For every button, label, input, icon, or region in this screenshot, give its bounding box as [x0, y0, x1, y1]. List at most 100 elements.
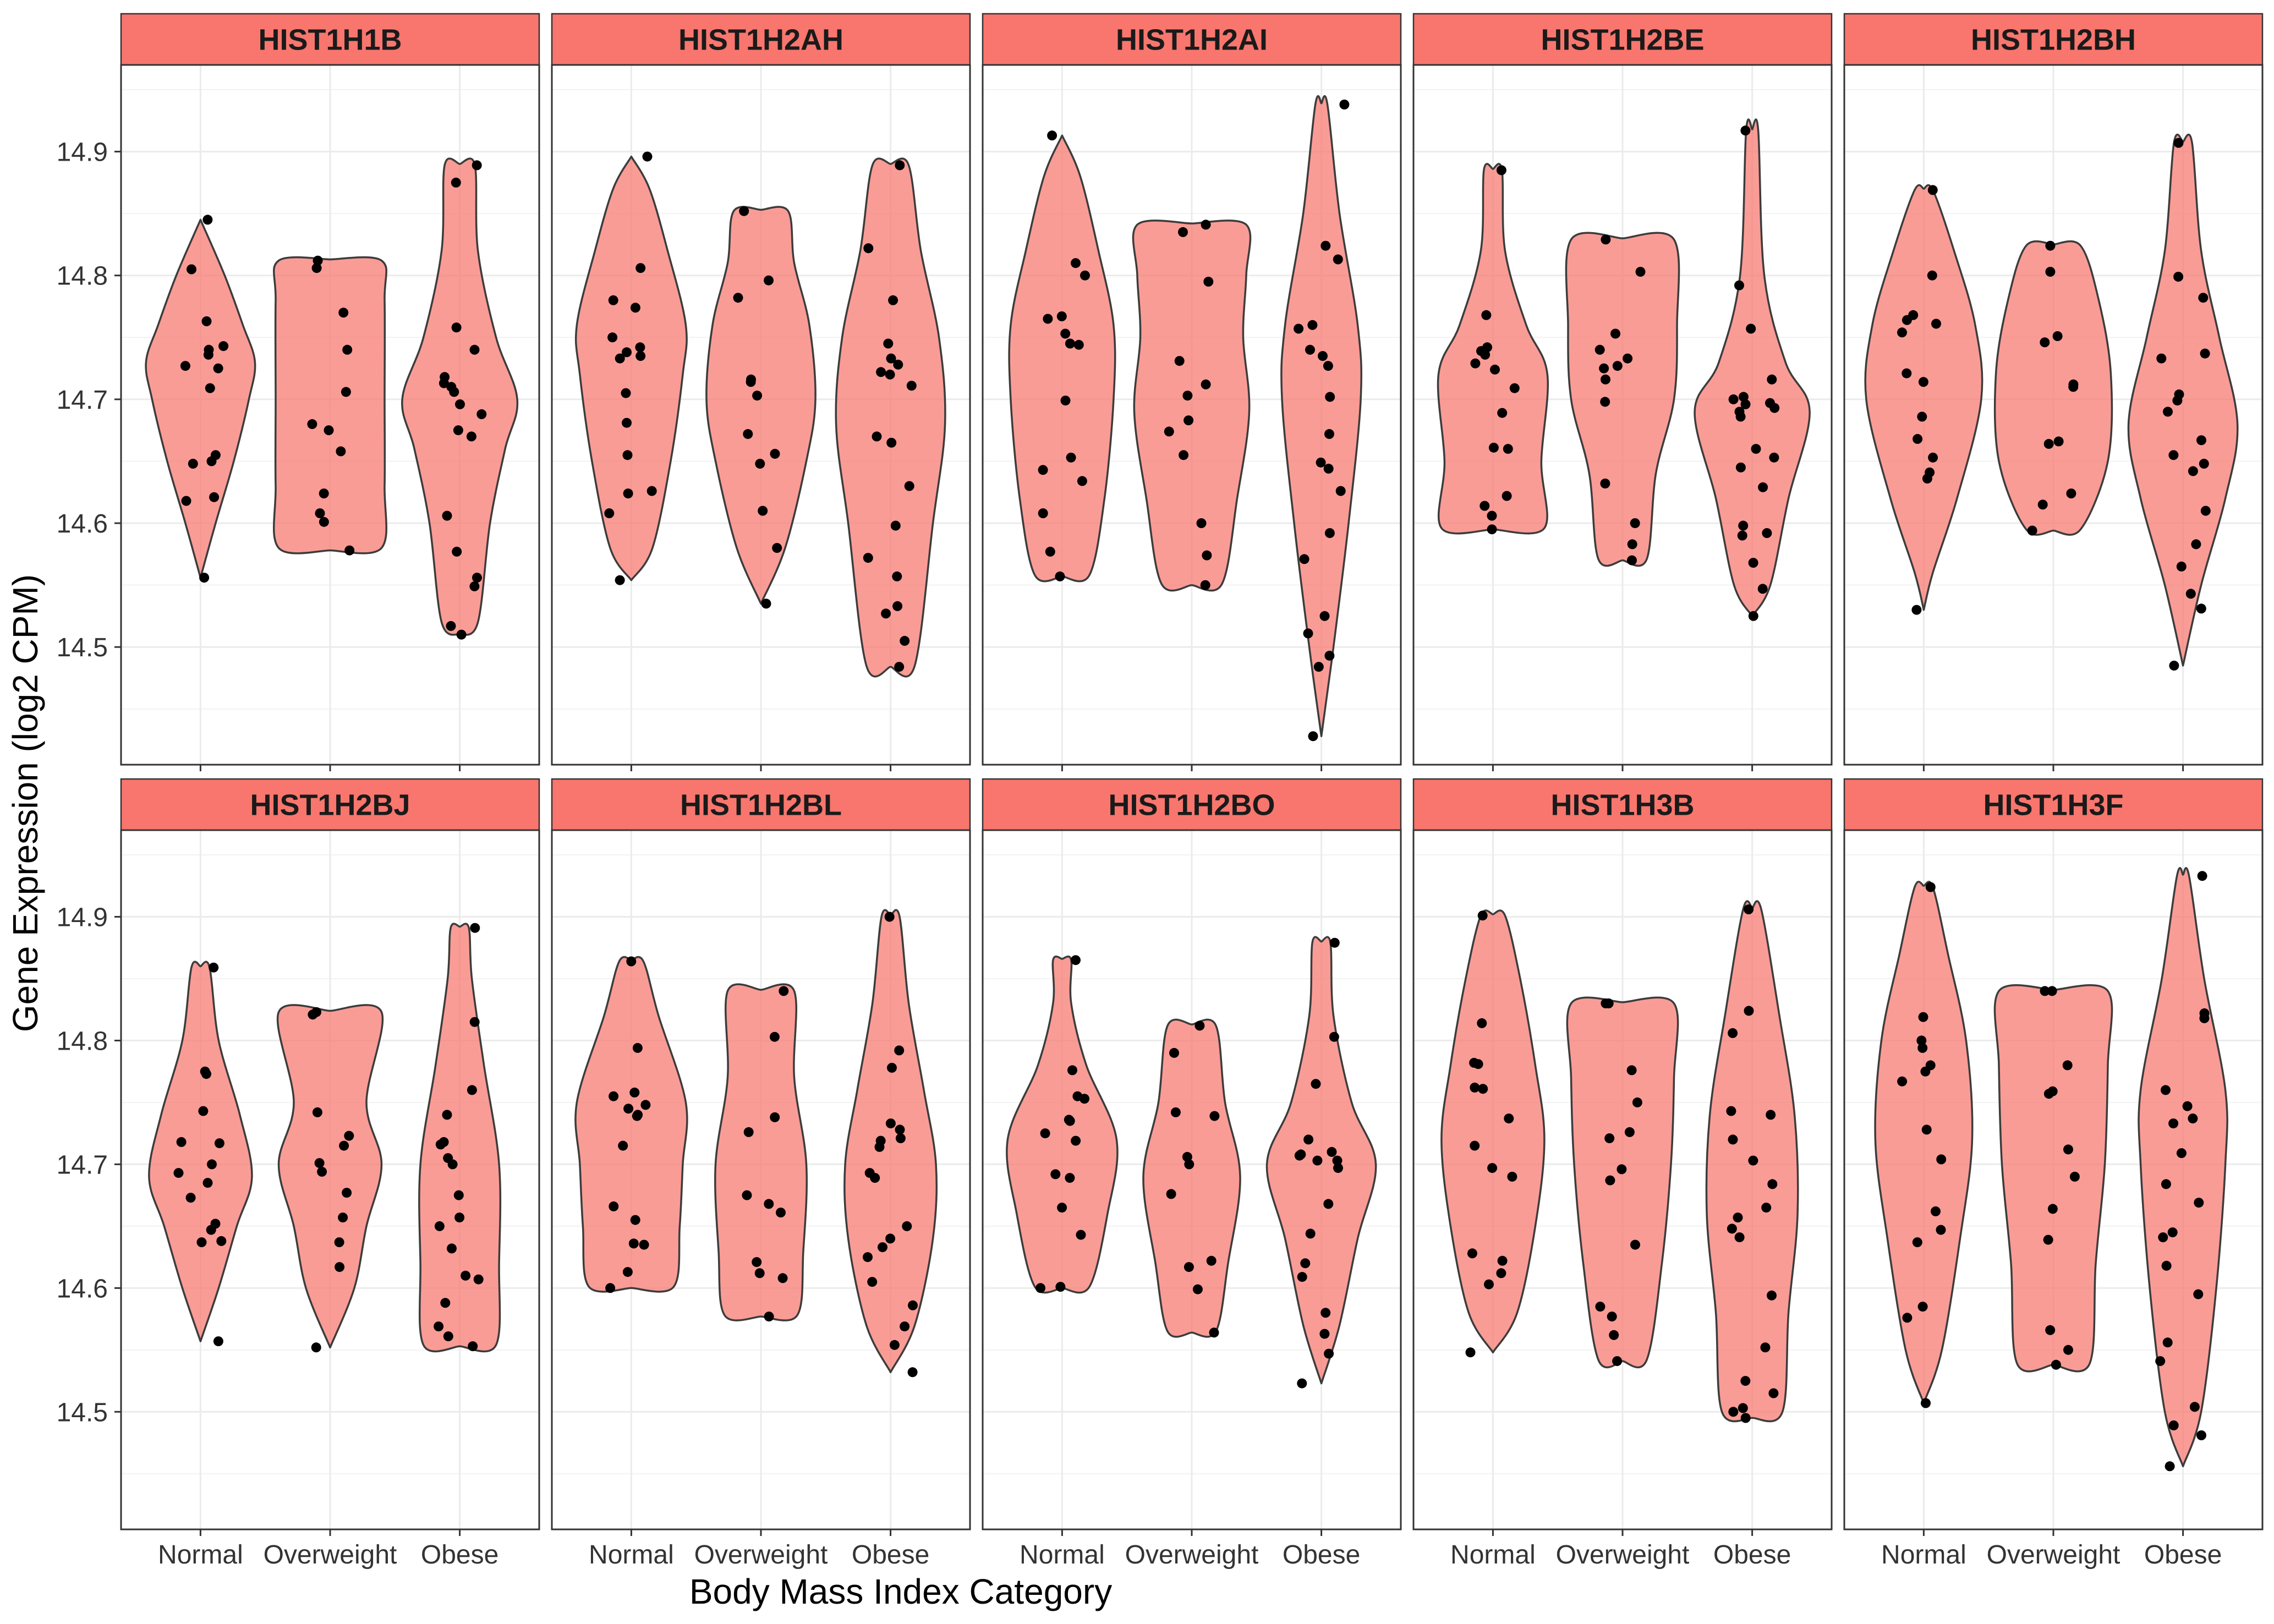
data-point — [1320, 1308, 1331, 1318]
violin-group-obese — [1694, 118, 1811, 621]
data-point — [315, 508, 325, 518]
data-point — [1503, 443, 1513, 454]
data-point — [1477, 1018, 1487, 1028]
data-point — [308, 1009, 318, 1020]
data-point — [1480, 501, 1490, 511]
x-axis-title: Body Mass Index Category — [689, 1572, 1112, 1611]
violin-shape — [145, 218, 256, 579]
data-point — [907, 1367, 918, 1378]
data-point — [2043, 1089, 2054, 1099]
violin-group-normal — [1874, 881, 1974, 1408]
data-point — [1487, 524, 1497, 535]
data-point — [894, 1045, 905, 1056]
data-point — [334, 1237, 344, 1248]
data-point — [2196, 1430, 2206, 1440]
data-point — [2063, 1144, 2073, 1155]
data-point — [1767, 1290, 1777, 1301]
data-point — [338, 1212, 348, 1223]
data-point — [1076, 1230, 1086, 1240]
data-point — [872, 431, 882, 442]
data-point — [1323, 1199, 1334, 1209]
data-point — [764, 1199, 774, 1209]
data-point — [1300, 1258, 1311, 1269]
data-point — [1201, 379, 1211, 389]
data-point — [1294, 323, 1304, 334]
data-point — [1035, 1283, 1046, 1293]
y-tick-label: 14.8 — [57, 262, 108, 291]
data-point — [900, 1321, 910, 1332]
strip-label: HIST1H2AI — [1116, 24, 1268, 57]
data-point — [1043, 314, 1053, 324]
data-point — [1065, 1173, 1075, 1183]
data-point — [2163, 407, 2173, 417]
data-point — [889, 1340, 900, 1350]
data-point — [1769, 403, 1780, 413]
data-point — [1324, 650, 1335, 661]
data-point — [886, 437, 897, 448]
violin-shape — [276, 1004, 384, 1349]
data-point — [1623, 353, 1633, 364]
data-point — [442, 511, 452, 521]
data-point — [1936, 1154, 1947, 1165]
y-tick-label: 14.5 — [57, 633, 108, 662]
data-point — [2053, 436, 2064, 447]
facet-panel-hist1h3b: HIST1H3B — [1412, 778, 1833, 1536]
data-point — [1740, 399, 1751, 409]
data-point — [1196, 518, 1207, 528]
data-point — [1484, 1279, 1494, 1290]
violin-group-overweight — [272, 255, 388, 556]
violin-group-normal — [145, 215, 256, 583]
data-point — [435, 1139, 446, 1150]
data-point — [623, 1104, 634, 1114]
data-point — [1313, 662, 1324, 672]
data-point — [2047, 986, 2057, 996]
data-point — [1477, 910, 1488, 921]
data-point — [176, 1137, 187, 1147]
data-point — [2189, 1402, 2200, 1412]
data-point — [1766, 1110, 1776, 1120]
data-point — [1169, 1047, 1179, 1058]
data-point — [1594, 344, 1605, 355]
data-point — [439, 378, 449, 388]
data-point — [876, 367, 886, 377]
data-point — [1496, 165, 1506, 175]
data-point — [1065, 1116, 1075, 1126]
data-point — [2167, 1227, 2178, 1238]
data-point — [218, 341, 229, 352]
data-point — [755, 458, 765, 469]
data-point — [863, 243, 874, 254]
data-point — [1060, 396, 1071, 406]
data-point — [1748, 1155, 1758, 1166]
data-point — [1480, 349, 1491, 360]
facet-panel-hist1h2bl: HIST1H2BL — [551, 778, 971, 1536]
data-point — [1728, 1407, 1739, 1417]
data-point — [1928, 452, 1938, 463]
data-point — [181, 496, 191, 506]
data-point — [739, 206, 749, 216]
data-point — [2176, 1148, 2187, 1159]
x-tick-label: Normal — [158, 1540, 243, 1570]
data-point — [733, 293, 743, 303]
data-point — [622, 1267, 633, 1277]
data-point — [449, 387, 459, 397]
violin-shape — [272, 256, 388, 555]
violin-shape — [1566, 996, 1679, 1369]
data-point — [752, 391, 763, 401]
data-point — [904, 481, 914, 491]
data-point — [1897, 327, 1907, 338]
data-point — [1055, 571, 1065, 581]
data-point — [202, 215, 213, 225]
data-point — [1902, 315, 1912, 325]
data-point — [1918, 1012, 1928, 1022]
x-tick-label: Obese — [1283, 1540, 1360, 1570]
data-point — [1324, 429, 1334, 439]
data-point — [1473, 1059, 1483, 1069]
strip-background — [1412, 13, 1833, 66]
violin-shape — [1006, 955, 1119, 1294]
x-tick-label: Obese — [2144, 1540, 2222, 1570]
strip-label: HIST1H2BJ — [250, 789, 410, 822]
y-tick-label: 14.8 — [57, 1027, 108, 1056]
data-point — [628, 1238, 639, 1249]
data-point — [1297, 1272, 1307, 1282]
